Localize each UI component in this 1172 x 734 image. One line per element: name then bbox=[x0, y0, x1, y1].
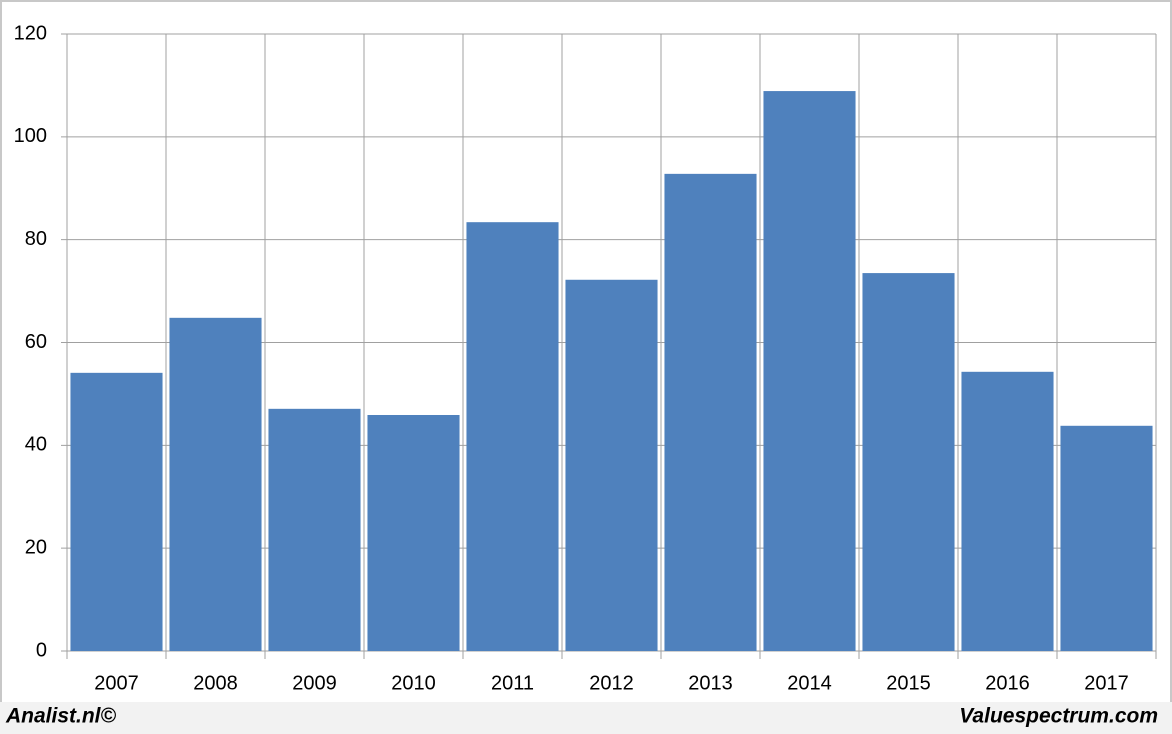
bar bbox=[565, 279, 658, 651]
bar bbox=[367, 414, 460, 651]
x-tick-label: 2015 bbox=[886, 672, 931, 694]
x-tick-label: 2007 bbox=[94, 672, 139, 694]
x-tick-label: 2014 bbox=[787, 672, 832, 694]
y-tick-label: 40 bbox=[25, 434, 47, 456]
source-label: Analist.nl© bbox=[5, 705, 117, 728]
bar bbox=[70, 372, 163, 651]
watermark-label: Valuespectrum.com bbox=[959, 705, 1158, 728]
y-tick-label: 0 bbox=[36, 639, 47, 661]
x-tick-label: 2008 bbox=[193, 672, 238, 694]
y-tick-label: 20 bbox=[25, 536, 47, 558]
y-tick-label: 100 bbox=[14, 125, 47, 147]
x-tick-label: 2011 bbox=[491, 672, 534, 694]
bar bbox=[466, 222, 559, 651]
bar bbox=[763, 91, 856, 651]
bar bbox=[961, 371, 1054, 651]
x-tick-label: 2010 bbox=[391, 672, 436, 694]
bar bbox=[1060, 425, 1153, 651]
x-tick-label: 2012 bbox=[589, 672, 634, 694]
y-tick-label: 60 bbox=[25, 331, 47, 353]
footer-band bbox=[0, 702, 1172, 734]
y-tick-label: 120 bbox=[14, 22, 47, 44]
x-tick-label: 2013 bbox=[688, 672, 733, 694]
bar bbox=[268, 408, 361, 651]
bar bbox=[169, 317, 262, 651]
x-tick-label: 2016 bbox=[985, 672, 1030, 694]
x-tick-label: 2017 bbox=[1084, 672, 1129, 694]
bar bbox=[664, 173, 757, 651]
y-tick-label: 80 bbox=[25, 228, 47, 250]
bar bbox=[862, 273, 955, 651]
x-tick-label: 2009 bbox=[292, 672, 337, 694]
